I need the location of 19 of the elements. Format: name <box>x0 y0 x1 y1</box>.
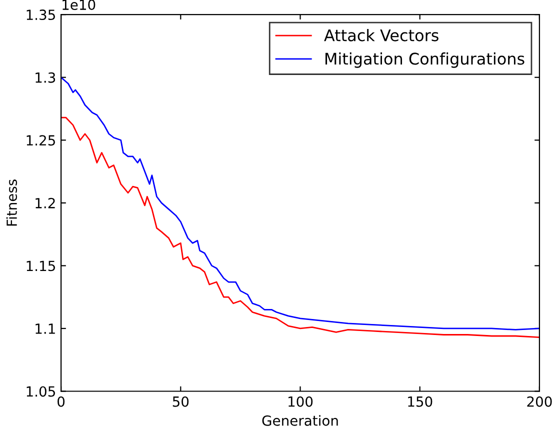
y-tick-label: 1.25 <box>26 135 55 146</box>
legend-label: Attack Vectors <box>324 28 438 42</box>
text: 1e10 <box>62 0 96 10</box>
x-tick-label: 0 <box>58 396 65 407</box>
y-tick-label: 1.2 <box>36 198 55 208</box>
line-series <box>61 76 540 330</box>
x-tick-label: 100 <box>288 396 313 407</box>
y-tick-label: 1.35 <box>26 10 55 20</box>
y-tick-label: 1.1 <box>36 324 55 334</box>
x-axis-title: Generation <box>262 415 338 426</box>
y-tick-label: 1.3 <box>36 72 56 83</box>
x-tick-label: 150 <box>408 396 432 407</box>
legend-label: Mitigation Configurations <box>325 52 524 68</box>
y-axis-title: Fitness <box>6 180 18 226</box>
x-tick-label: 200 <box>527 396 552 407</box>
y-tick-label: 1.05 <box>26 386 55 397</box>
line-series <box>61 116 540 338</box>
x-tick-label: 50 <box>172 396 189 407</box>
y-tick-label: 1.15 <box>26 260 55 272</box>
